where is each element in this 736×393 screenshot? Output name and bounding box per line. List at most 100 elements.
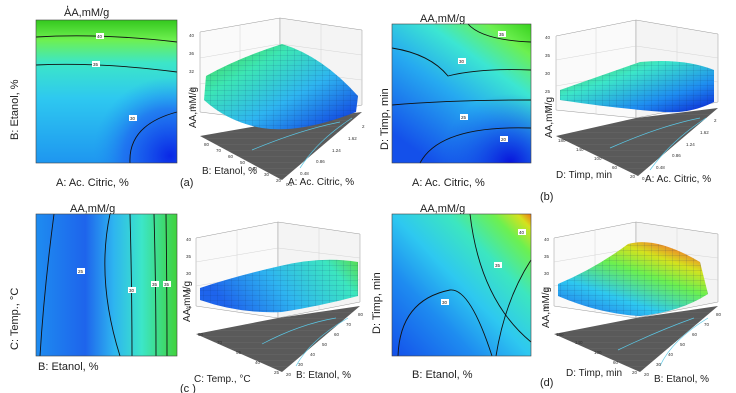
surface-xtick-a-4: 1.24 — [332, 148, 341, 153]
zaxis-b-tick-3: 30 — [545, 71, 551, 76]
contour-label-b-1: 35 — [499, 32, 505, 37]
contour-label-c-3: 35 — [152, 282, 158, 287]
surface-xtick-a-6: 2 — [362, 124, 365, 129]
xlabel-c: B: Etanol, % — [38, 361, 99, 373]
panel-label-c: (c ) — [180, 383, 196, 393]
contour-label-bg-d-3 — [441, 299, 449, 305]
contour-label-c-2: 30 — [129, 288, 135, 293]
contour-frame-c — [35, 213, 178, 357]
contour-label-bg-c-2 — [128, 287, 136, 293]
surface-ylabel-a: B: Etanol, % — [202, 166, 257, 177]
contour-line-a-2 — [35, 63, 178, 73]
surface-xtick-a-2: 0.48 — [300, 171, 309, 176]
surface-xlabel-a: A: Ac. Citric, % — [288, 177, 354, 188]
surface-plot-d: AA,mM/g 40 35 30 25 20 D: Timp, min B: E… — [541, 221, 722, 385]
surface-ytick-d-5: 180 — [556, 332, 564, 337]
surface-xtick-d-3: 40 — [668, 352, 674, 357]
contour-line-d-3 — [397, 289, 493, 357]
zaxis-a-tick-3: 32 — [189, 69, 195, 74]
contour-plot-d: AA,mM/g 40 35 30 B: Etanol, % D: Timp, m… — [371, 203, 532, 381]
contour-label-bg-d-2 — [494, 262, 502, 268]
surface-ylabel-d: D: Timp, min — [566, 368, 622, 379]
surface-plot-c: AA,mM/g 40 35 30 25 20 C: Temp., °C B: E… — [182, 221, 364, 385]
surface-xtick-d-1: 20 — [644, 372, 650, 377]
surface-xlabel-d: B: Etanol, % — [654, 374, 709, 385]
surface-ylabel-b: D: Timp, min — [556, 170, 612, 181]
contour-frame-b — [391, 23, 532, 164]
contour-line-c-4 — [153, 213, 157, 357]
surface-ytick-b-1: 20 — [630, 174, 636, 179]
contour-line-b-2 — [391, 47, 532, 77]
contour-line-d-2 — [469, 213, 532, 343]
contour-label-bg-a-2 — [92, 61, 100, 67]
zaxis-b-tick-5: 20 — [545, 107, 551, 112]
surface-ytick-c-5: 80 — [198, 332, 204, 337]
surface-plot-a: AA,mM/g 40 36 32 28 24 B: Etanol, % A: A… — [188, 17, 365, 188]
surface-xlabel-b: A: Ac. Citric, % — [645, 174, 711, 185]
surface-ytick-c-1: 25 — [274, 370, 280, 375]
surface-ytick-a-5: 60 — [228, 154, 234, 159]
contour-label-d-1: 40 — [519, 230, 525, 235]
surface-ytick-b-4: 140 — [576, 147, 584, 152]
surface-ytick-a-2: 30 — [264, 172, 270, 177]
contour-title-a: AA,mM/g — [64, 7, 109, 19]
floor-contour-c — [261, 317, 349, 367]
surface-ytick-d-4: 140 — [575, 340, 583, 345]
surface-ylabel-c: C: Temp., °C — [194, 374, 251, 385]
contour-label-bg-c-1 — [77, 268, 85, 274]
contour-label-a-2: 35 — [93, 62, 99, 67]
floor-contour-a — [251, 117, 353, 169]
contour-line-c-2 — [104, 213, 121, 357]
surface-ytick-b-5: 180 — [558, 138, 566, 143]
surface-mesh-b — [560, 61, 714, 113]
surface-xtick-c-6: 70 — [346, 322, 352, 327]
surface-xtick-b-6: 2 — [714, 118, 717, 123]
surface-mesh-d — [558, 242, 708, 316]
zlabel-d: AA,mM/g — [541, 287, 552, 328]
contour-frame-a — [35, 19, 178, 164]
contour-title-b: AA,mM/g — [420, 13, 465, 25]
surface-xtick-c-4: 50 — [322, 342, 328, 347]
contour-label-bg-a-3 — [129, 115, 137, 121]
contour-label-b-2: 30 — [459, 59, 465, 64]
contour-label-bg-c-3 — [151, 281, 159, 287]
contour-title-c: AA,mM/g — [70, 203, 115, 215]
zaxis-c-tick-2: 35 — [186, 254, 192, 259]
contour-label-c-4: 35 — [164, 282, 170, 287]
zaxis-d-tick-2: 35 — [544, 254, 550, 259]
surface-xtick-b-2: 0.48 — [656, 165, 665, 170]
contour-label-a-1: 40 — [97, 34, 103, 39]
panel-label-a: (a) — [180, 177, 193, 189]
ylabel-c: C: Temp., °C — [9, 288, 21, 350]
surface-xlabel-c: B: Etanol, % — [296, 370, 351, 381]
floor-grid-d — [554, 306, 718, 372]
contour-line-c-1 — [39, 213, 55, 357]
zaxis-d-tick-4: 25 — [544, 288, 550, 293]
xlabel-b: A: Ac. Citric, % — [412, 177, 485, 189]
zlabel-b: AA,mM/g — [544, 97, 555, 138]
contour-line-b-3 — [391, 99, 532, 106]
zaxis-b-tick-1: 40 — [545, 35, 551, 40]
contour-label-bg-b-4 — [500, 136, 508, 142]
surface-xtick-c-2: 30 — [298, 362, 304, 367]
zaxis-c-tick-1: 40 — [186, 237, 192, 242]
surface-xtick-d-7: 80 — [716, 312, 722, 317]
zaxis-c-tick-4: 25 — [186, 288, 192, 293]
panel-label-b: (b) — [540, 191, 553, 203]
surface-xtick-b-1: 0.1 — [642, 176, 649, 181]
surface-xtick-a-5: 1.62 — [348, 136, 357, 141]
contour-frame-d — [391, 213, 532, 357]
surface-ytick-c-3: 55 — [236, 350, 242, 355]
surface-xtick-d-4: 50 — [680, 342, 686, 347]
zaxis-a-tick-2: 36 — [189, 51, 195, 56]
contour-label-bg-b-2 — [458, 58, 466, 64]
surface-xtick-a-3: 0.86 — [316, 159, 325, 164]
contour-title-d: AA,mM/g — [420, 203, 465, 215]
contour-label-d-2: 35 — [495, 263, 501, 268]
contour-line-c-5 — [165, 213, 168, 357]
xlabel-d: B: Etanol, % — [412, 369, 473, 381]
surface-ytick-a-3: 40 — [252, 166, 258, 171]
zaxis-a-tick-1: 40 — [189, 33, 195, 38]
zaxis-c-tick-5: 20 — [186, 305, 192, 310]
panel-label-d: (d) — [540, 377, 553, 389]
